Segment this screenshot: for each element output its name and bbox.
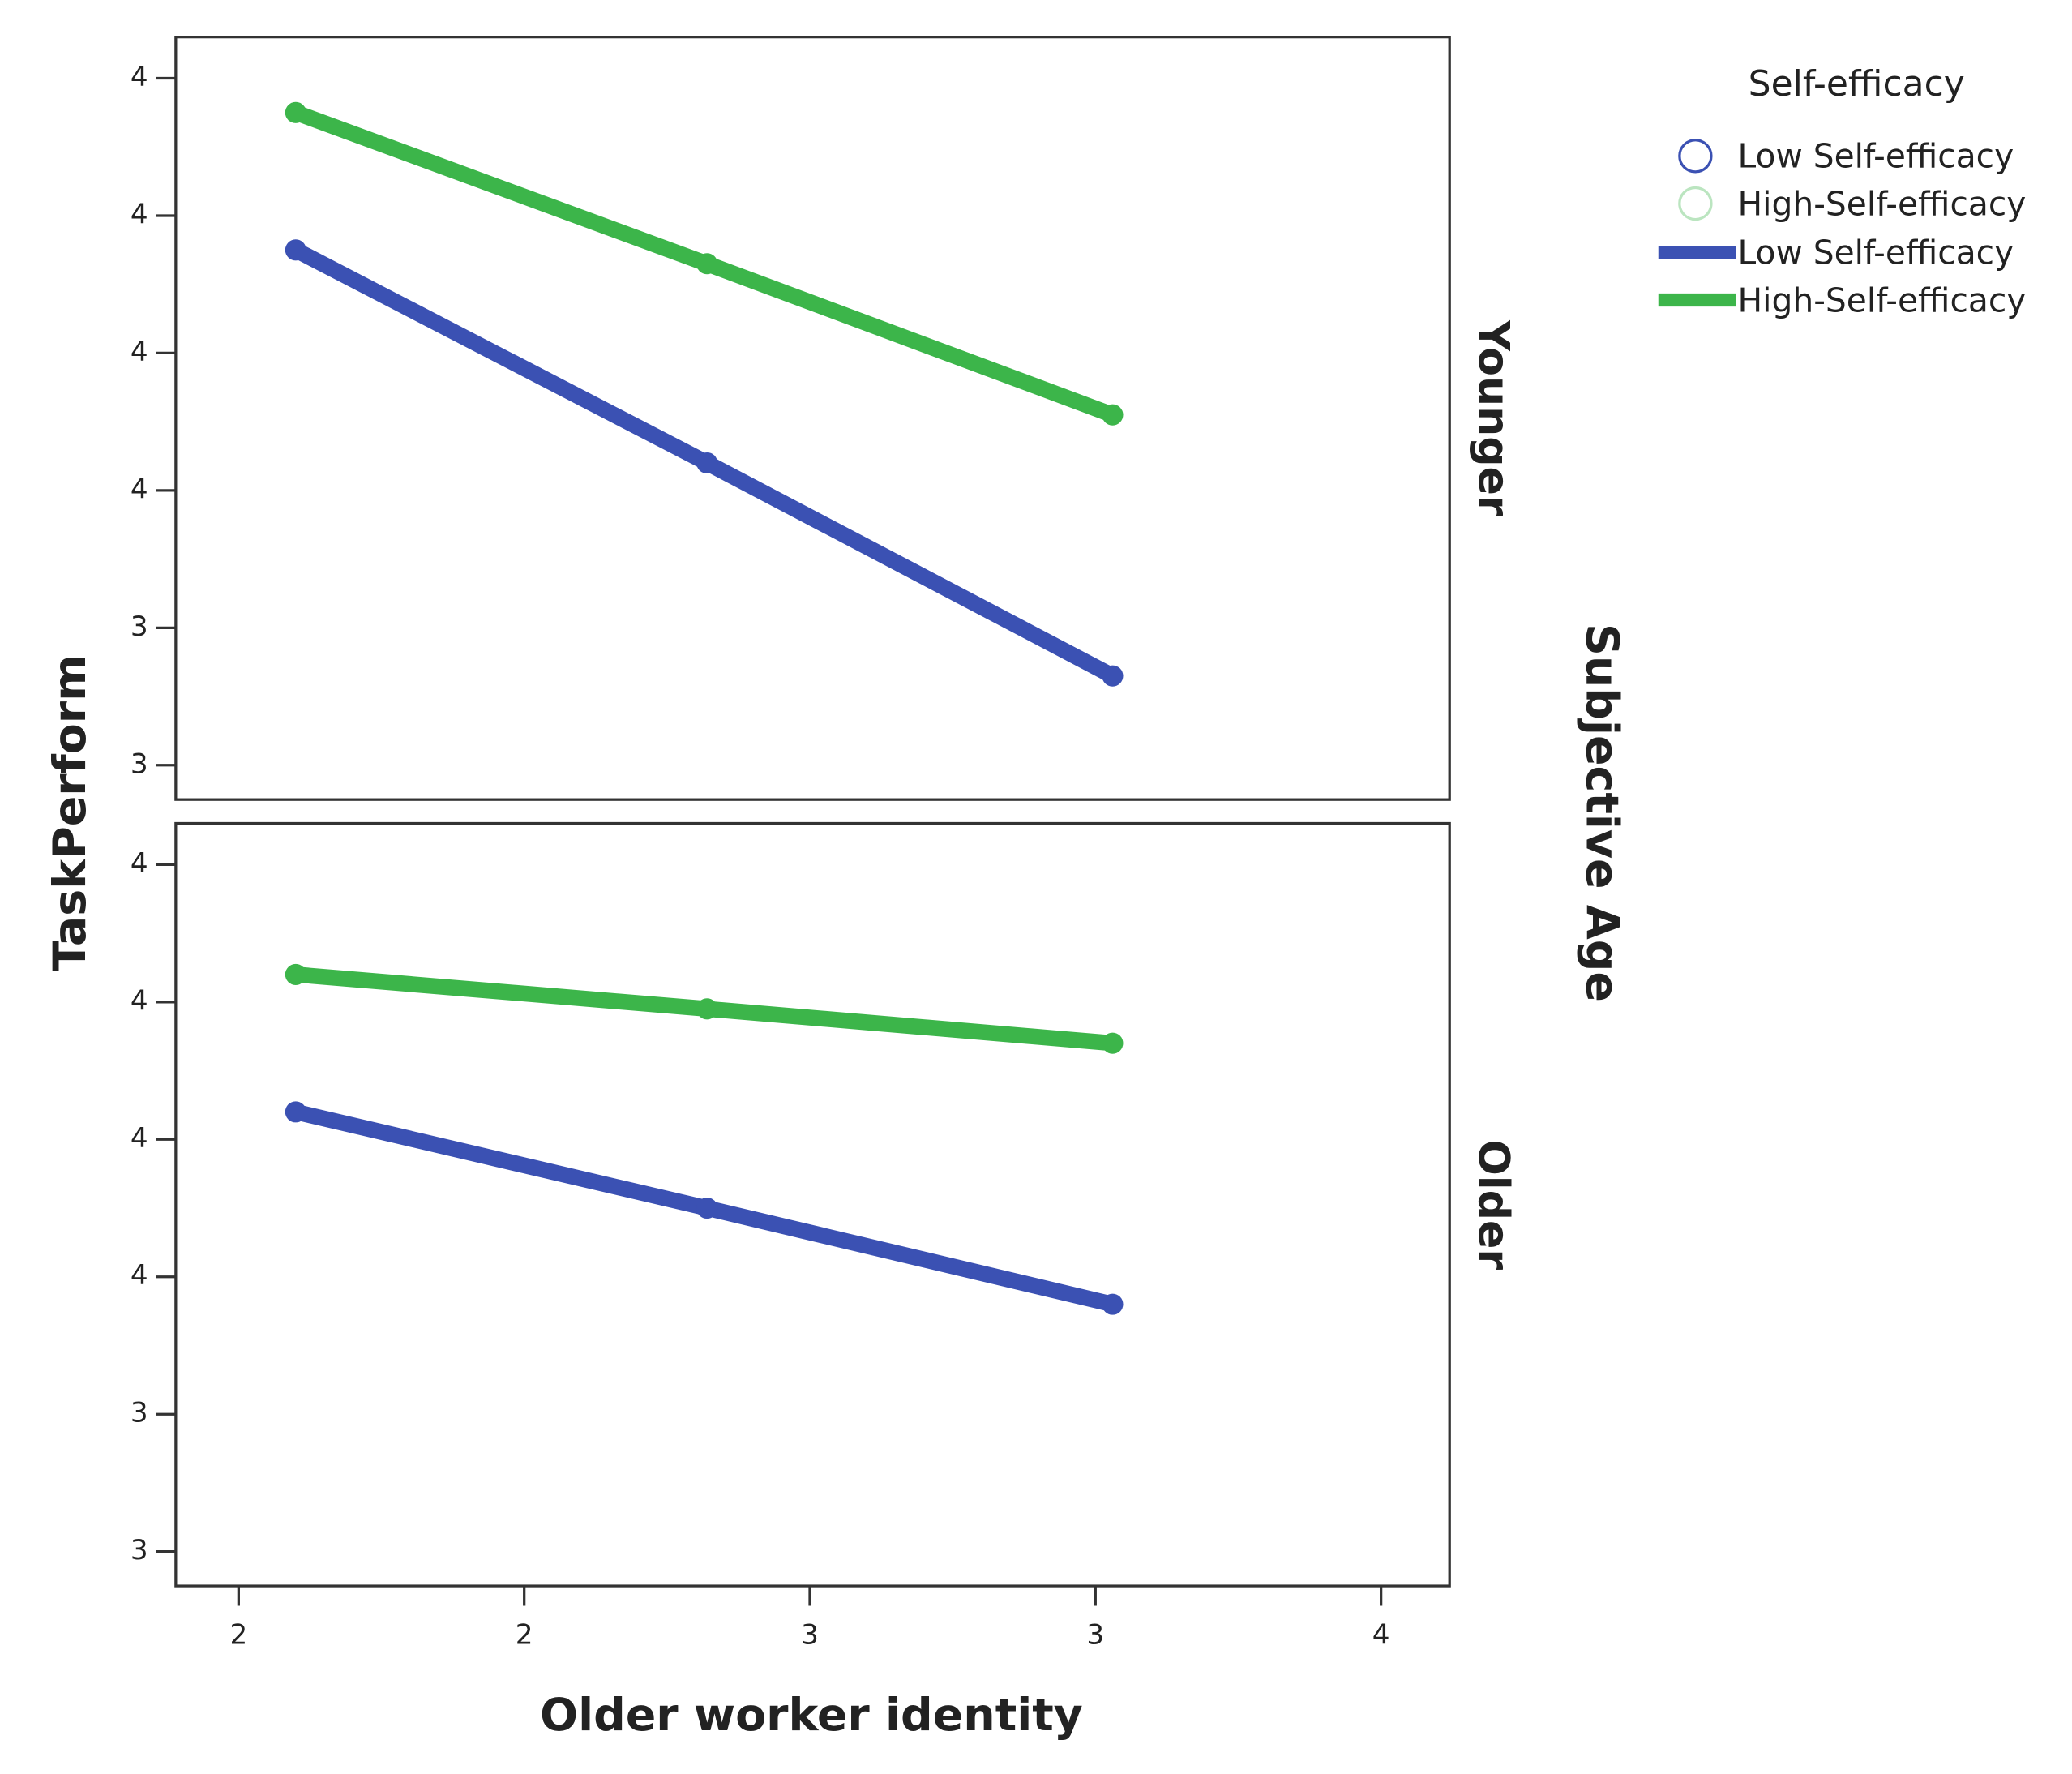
point (696, 452, 718, 474)
x-tick-label: 3 (801, 1618, 819, 1651)
y-tick-label: 4 (131, 1259, 148, 1292)
x-tick-label: 4 (1372, 1618, 1390, 1651)
y-tick-label: 4 (131, 847, 148, 880)
point (285, 963, 306, 985)
x-tick-label: 3 (1086, 1618, 1104, 1651)
y-axis-title: TaskPerform (45, 654, 96, 971)
legend-title: Self-efficacy (1749, 63, 1965, 105)
point (1102, 1032, 1124, 1054)
facet-label: Younger (1469, 319, 1518, 516)
y-tick-label: 4 (131, 473, 148, 505)
facet-label: Older (1469, 1139, 1518, 1270)
legend-label: High-Self-efficacy (1738, 184, 2027, 223)
point (1102, 665, 1124, 687)
y-tick-label: 4 (131, 984, 148, 1017)
legend-marker (1678, 186, 1713, 221)
x-tick-label: 2 (229, 1618, 247, 1651)
point (696, 1197, 718, 1219)
point (285, 239, 306, 261)
panel-frame (174, 821, 1451, 1588)
y-tick-label: 3 (131, 1534, 148, 1566)
y-tick-label: 4 (131, 336, 148, 368)
x-tick-label: 2 (516, 1618, 533, 1651)
legend-label: Low Self-efficacy (1738, 137, 2014, 176)
point (285, 101, 306, 123)
facet-title: Subjective Age (1575, 623, 1627, 1002)
point (696, 998, 718, 1020)
y-tick-label: 4 (131, 1122, 148, 1155)
y-tick-label: 3 (131, 611, 148, 643)
point (696, 253, 718, 275)
legend-marker (1678, 139, 1713, 174)
panel-frame (174, 36, 1451, 801)
point (285, 1101, 306, 1123)
point (1102, 404, 1124, 426)
y-tick-label: 3 (131, 1397, 148, 1429)
x-axis-title: Older worker identity (540, 1690, 1083, 1742)
legend-label: High-Self-efficacy (1738, 281, 2027, 319)
point (1102, 1293, 1124, 1315)
y-tick-label: 4 (131, 61, 148, 93)
y-tick-label: 3 (131, 748, 148, 780)
y-tick-label: 4 (131, 198, 148, 230)
legend-label: Low Self-efficacy (1738, 234, 2014, 272)
